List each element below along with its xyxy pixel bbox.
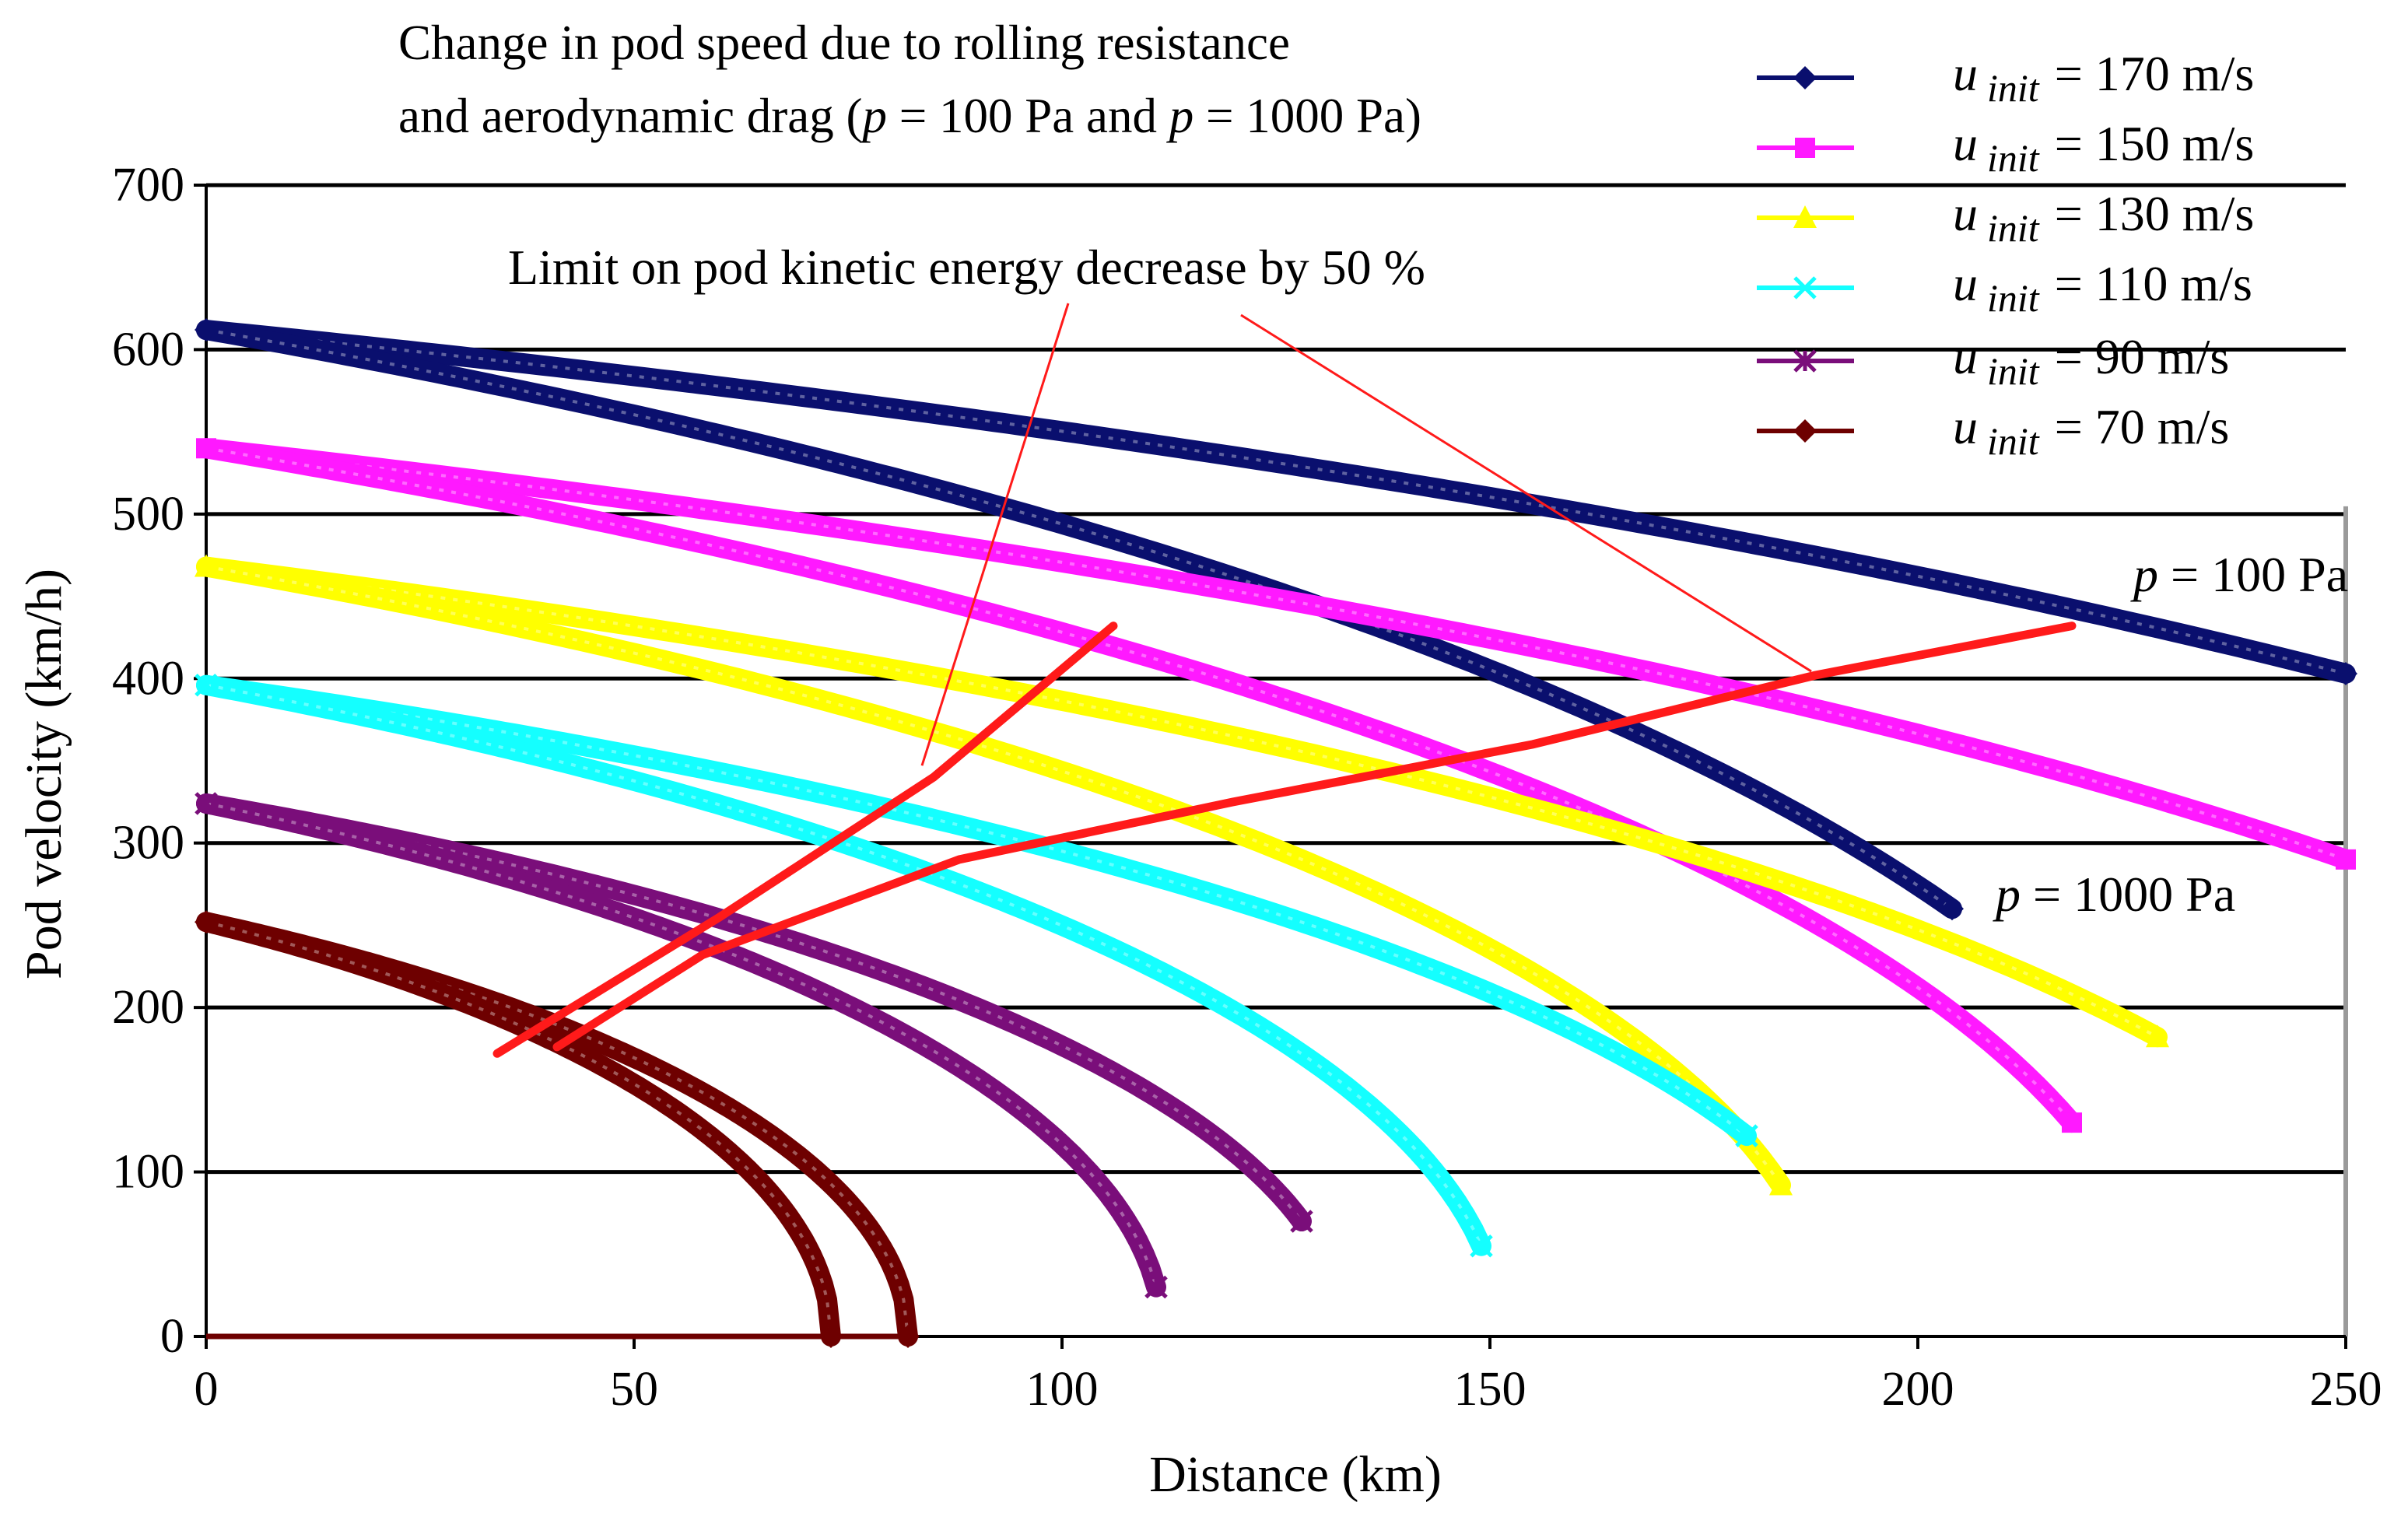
legend-item: u init = 130 m/s — [1757, 186, 2254, 250]
series-5 — [195, 910, 920, 1348]
series-line-p1000 — [196, 320, 1962, 919]
series-marker — [1290, 1210, 1313, 1233]
series-3 — [195, 673, 1758, 1258]
series-marker — [195, 910, 218, 934]
y-tick-label: 100 — [112, 1146, 184, 1199]
series-marker — [1793, 205, 1817, 228]
series-line-texture — [205, 683, 1748, 1137]
series-marker — [1793, 66, 1817, 89]
series-2 — [195, 554, 2169, 1196]
series-marker — [2146, 1024, 2169, 1048]
legend-item: u init = 170 m/s — [1757, 46, 2254, 110]
series-line-p100 — [196, 438, 2356, 870]
y-tick-label: 700 — [112, 159, 184, 212]
series-line-texture — [205, 802, 1158, 1288]
series-line-p100 — [196, 674, 1757, 1147]
series-marker — [2336, 849, 2356, 870]
series-marker — [1795, 138, 1815, 158]
chart-title-line2: and aerodynamic drag (p = 100 Pa and p =… — [398, 89, 1421, 143]
legend-label: u init = 130 m/s — [1953, 186, 2254, 250]
label-p100: p = 100 Pa — [2130, 547, 2348, 602]
series-marker — [195, 792, 218, 815]
series-line-p1000 — [196, 556, 1791, 1196]
x-tick-label: 50 — [610, 1363, 658, 1416]
series-1 — [196, 438, 2356, 1133]
legend-label: u init = 170 m/s — [1953, 46, 2254, 110]
series-line-p1000 — [196, 793, 1166, 1298]
legend-item: u init = 90 m/s — [1757, 329, 2229, 393]
legend-label: u init = 70 m/s — [1953, 399, 2229, 463]
chart-title-line1: Change in pod speed due to rolling resis… — [398, 16, 1290, 70]
x-tick-label: 200 — [1882, 1363, 1954, 1416]
legend-item: u init = 150 m/s — [1757, 116, 2254, 180]
series-marker — [1769, 1172, 1793, 1196]
limit-line-p100 — [552, 622, 2077, 1052]
series-marker — [1793, 276, 1817, 299]
series-marker — [2334, 661, 2357, 685]
x-tick-label: 250 — [2310, 1363, 2382, 1416]
annotation-pointer-1000 — [920, 303, 1070, 766]
y-tick-label: 0 — [160, 1310, 184, 1363]
y-tick-label: 600 — [112, 323, 184, 376]
series-marker — [195, 673, 218, 697]
annotation-pointer-100 — [1240, 313, 1812, 673]
series-marker — [1144, 1275, 1168, 1299]
limit-annotation: Limit on pod kinetic energy decrease by … — [508, 240, 1425, 295]
legend-label: u init = 90 m/s — [1953, 329, 2229, 393]
series-line-texture — [205, 802, 1303, 1223]
series-0 — [195, 318, 2357, 921]
y-tick-label: 500 — [112, 488, 184, 541]
y-tick-label: 200 — [112, 981, 184, 1034]
limit-line-p1000 — [492, 622, 1118, 1058]
series-marker — [1793, 349, 1817, 373]
legend-item: u init = 70 m/s — [1757, 399, 2229, 463]
series-marker — [1470, 1234, 1493, 1258]
y-tick-label: 300 — [112, 817, 184, 870]
kinetic-energy-limit-lines — [492, 303, 2077, 1058]
series-marker — [1735, 1124, 1758, 1147]
series-marker — [195, 318, 218, 342]
x-axis-title: Distance (km) — [1149, 1446, 1442, 1503]
series-marker — [196, 438, 216, 459]
series-line-p100 — [196, 556, 2168, 1048]
series-line-p1000 — [196, 438, 2082, 1133]
y-tick-label: 400 — [112, 652, 184, 705]
series-marker — [1793, 419, 1817, 443]
data-series — [195, 318, 2357, 1348]
legend: u init = 170 m/su init = 150 m/su init = 130 m… — [1757, 46, 2254, 463]
x-tick-label: 100 — [1026, 1363, 1099, 1416]
legend-item: u init = 110 m/s — [1757, 256, 2252, 320]
x-tick-label: 150 — [1454, 1363, 1526, 1416]
series-line-p1000 — [196, 912, 841, 1347]
series-line-texture — [205, 683, 1483, 1247]
series-line-p100 — [196, 320, 2356, 684]
legend-label: u init = 150 m/s — [1953, 116, 2254, 180]
series-marker — [1940, 897, 1964, 921]
label-p1000: p = 1000 Pa — [1993, 867, 2235, 922]
series-marker — [195, 554, 218, 577]
legend-label: u init = 110 m/s — [1953, 256, 2252, 320]
series-marker — [2062, 1112, 2082, 1133]
series-line-texture — [205, 565, 2158, 1038]
x-tick-label: 0 — [195, 1363, 219, 1416]
series-line-texture — [205, 920, 832, 1337]
series-line-p1000 — [196, 674, 1491, 1256]
series-4 — [195, 792, 1313, 1299]
y-axis-title: Pod velocity (km/h) — [16, 569, 72, 979]
